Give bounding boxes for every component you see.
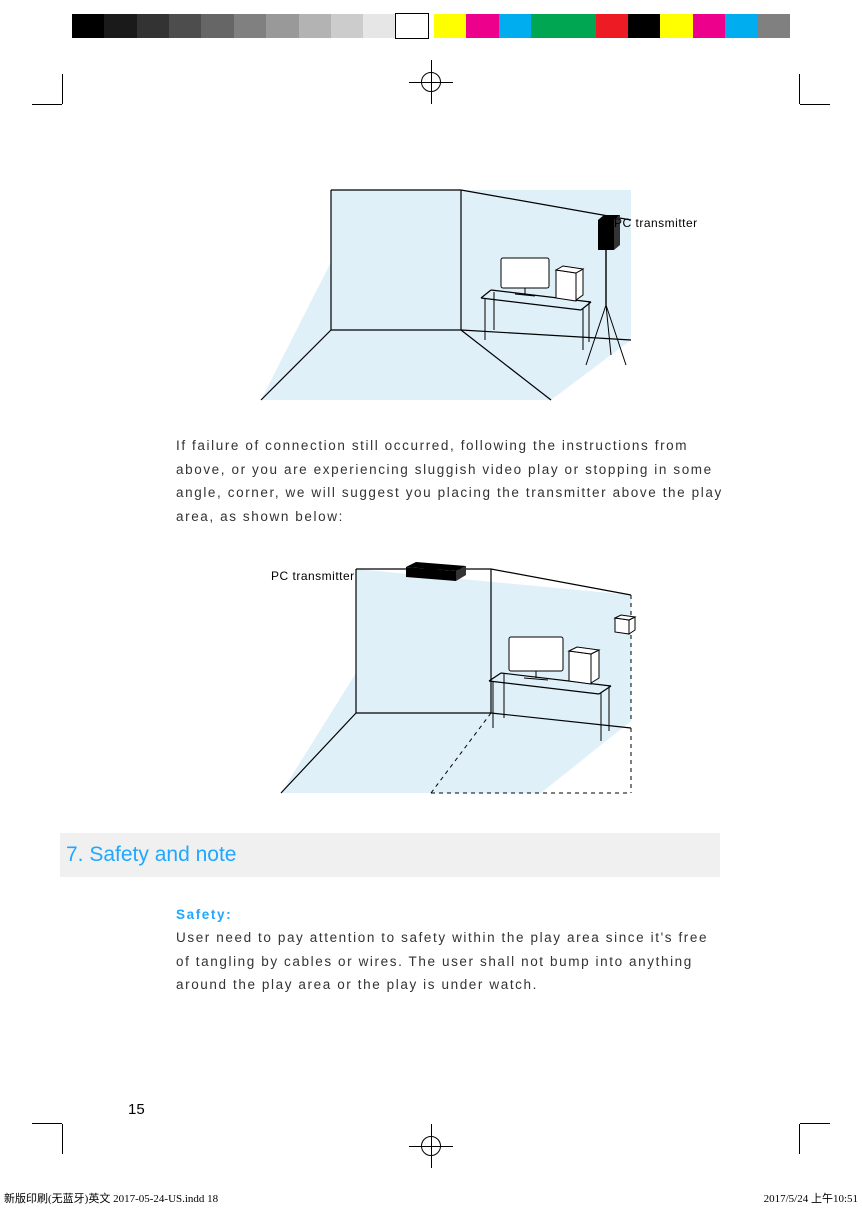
print-slug-right: 2017/5/24 上午10:51 bbox=[764, 1190, 858, 1206]
instruction-paragraph: If failure of connection still occurred,… bbox=[176, 434, 726, 529]
print-slug-left: 新版印刷(无蓝牙)英文 2017-05-24-US.indd 18 bbox=[4, 1190, 218, 1206]
safety-label: Safety: bbox=[176, 903, 726, 927]
registration-cross-bottom bbox=[409, 1124, 453, 1168]
page-number: 15 bbox=[128, 1101, 145, 1118]
diagram1-label: PC transmitter bbox=[614, 216, 698, 230]
safety-body: User need to pay attention to safety wit… bbox=[176, 926, 726, 997]
section-title: 7. Safety and note bbox=[66, 843, 236, 866]
diagram-transmitter-tripod: PC transmitter bbox=[201, 180, 701, 410]
section-heading: 7. Safety and note bbox=[60, 833, 720, 877]
crop-mark-tr bbox=[790, 74, 830, 114]
crop-mark-bl bbox=[32, 1114, 72, 1154]
crop-mark-br bbox=[790, 1114, 830, 1154]
diagram2-label: PC transmitter bbox=[271, 569, 355, 583]
print-slug: 新版印刷(无蓝牙)英文 2017-05-24-US.indd 18 2017/5… bbox=[0, 1190, 862, 1208]
registration-cross-top bbox=[409, 60, 453, 104]
crop-mark-tl bbox=[32, 74, 72, 114]
registration-bar bbox=[72, 14, 790, 38]
diagram-transmitter-above: PC transmitter bbox=[171, 553, 731, 803]
